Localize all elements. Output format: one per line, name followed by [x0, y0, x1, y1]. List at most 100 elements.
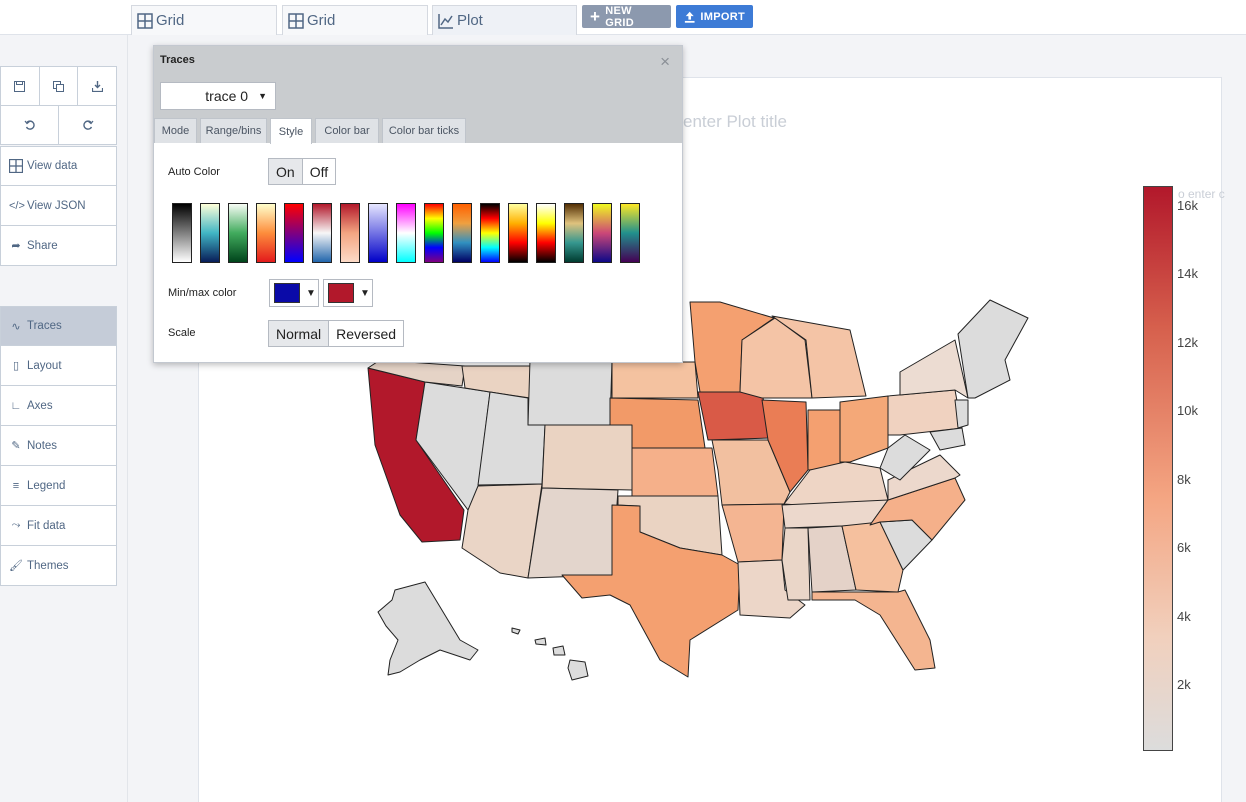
colorbar-tick: 4k — [1177, 609, 1191, 624]
auto-color-toggle: On Off — [268, 158, 337, 185]
tab-label: Color bar ticks — [388, 125, 460, 137]
redo-icon[interactable] — [59, 106, 116, 144]
state-indiana — [807, 409, 841, 471]
tab-label: Style — [278, 125, 304, 138]
sidebar-item-share[interactable]: ➦ Share — [0, 226, 117, 266]
colorscale-swatch[interactable] — [256, 203, 276, 263]
scale-reversed-button[interactable]: Reversed — [336, 325, 397, 342]
save-icon[interactable] — [1, 67, 40, 105]
state-mississippi — [781, 527, 811, 601]
state-new-england — [957, 299, 1029, 399]
sidebar-item-legend[interactable]: ≡ Legend — [0, 466, 117, 506]
sidebar-item-fit-data[interactable]: ⤳ Fit data — [0, 506, 117, 546]
pencil-icon: ✎ — [11, 440, 21, 452]
state-west-virginia — [879, 434, 931, 481]
auto-color-off-button[interactable]: Off — [309, 163, 329, 180]
state-new-jersey — [954, 399, 969, 429]
colorscale-swatch[interactable] — [620, 203, 640, 263]
minmax-color-label: Min/max color — [168, 287, 237, 299]
sidebar-item-view-data[interactable]: View data — [0, 146, 117, 186]
colorbar-tick: 6k — [1177, 540, 1191, 555]
legend-icon: ≡ — [12, 479, 20, 492]
colorscale-swatch[interactable] — [564, 203, 584, 263]
copy-icon[interactable] — [40, 67, 79, 105]
state-hawaii — [511, 627, 589, 681]
caret-down-icon: ▼ — [360, 287, 370, 299]
new-grid-button[interactable]: + NEW GRID — [582, 5, 671, 29]
tab-label: Range/bins — [205, 125, 262, 137]
sidebar: View data </> View JSON ➦ Share ∿ Traces… — [0, 35, 128, 802]
tab-label: Grid — [156, 12, 185, 29]
colorscale-swatch[interactable] — [396, 203, 416, 263]
sidebar-item-label: Axes — [27, 399, 53, 412]
close-icon[interactable]: × — [660, 52, 670, 71]
colorscale-swatch[interactable] — [228, 203, 248, 263]
colorbar-tick: 16k — [1177, 198, 1198, 213]
scale-toggle: Normal Reversed — [268, 320, 405, 347]
undo-icon[interactable] — [1, 106, 59, 144]
sidebar-item-notes[interactable]: ✎ Notes — [0, 426, 117, 466]
tab-grid-2[interactable]: Grid — [282, 5, 428, 35]
colorscale-swatch[interactable] — [340, 203, 360, 263]
tab-range-bins[interactable]: Range/bins — [200, 118, 267, 143]
sidebar-item-axes[interactable]: ∟ Axes — [0, 386, 117, 426]
colorscale-swatch[interactable] — [536, 203, 556, 263]
sidebar-item-layout[interactable]: ▯ Layout — [0, 346, 117, 386]
choropleth-map[interactable] — [355, 290, 1045, 690]
colorscale-swatch[interactable] — [424, 203, 444, 263]
colorbar-tick: 14k — [1177, 266, 1198, 281]
line-chart-icon — [438, 13, 453, 29]
colorbar-title-placeholder[interactable]: o enter c — [1178, 187, 1225, 201]
colorscale-swatch[interactable] — [480, 203, 500, 263]
history-actions-row — [0, 105, 117, 145]
sidebar-item-view-json[interactable]: </> View JSON — [0, 186, 117, 226]
tab-label: Mode — [161, 125, 190, 137]
tab-color-bar-ticks[interactable]: Color bar ticks — [382, 118, 466, 143]
state-oregon-idaho — [367, 359, 466, 387]
auto-color-on-button[interactable]: On — [269, 159, 303, 184]
colorscale-swatch[interactable] — [592, 203, 612, 263]
max-color-picker[interactable]: ▼ — [323, 279, 373, 307]
download-icon[interactable] — [78, 67, 116, 105]
sidebar-item-themes[interactable]: 🖌 Themes — [0, 546, 117, 586]
colorscale-swatch[interactable] — [172, 203, 192, 263]
plus-icon: + — [590, 7, 601, 26]
state-alaska — [377, 581, 479, 676]
colorscale-swatch[interactable] — [200, 203, 220, 263]
state-dakotas — [611, 361, 699, 399]
grid-icon — [137, 12, 153, 29]
state-new-mexico — [527, 487, 619, 579]
tab-color-bar[interactable]: Color bar — [315, 118, 379, 143]
sidebar-item-label: Layout — [27, 359, 62, 372]
colorscale-swatch[interactable] — [312, 203, 332, 263]
colorscale-swatch[interactable] — [452, 203, 472, 263]
top-tab-bar: Grid Grid Plot + NEW GRID IMPORT — [0, 0, 1246, 35]
state-virginia — [887, 454, 961, 501]
tab-mode[interactable]: Mode — [154, 118, 197, 143]
code-icon: </> — [9, 199, 25, 212]
colorscale-swatch[interactable] — [368, 203, 388, 263]
colorscale-swatch[interactable] — [508, 203, 528, 263]
sidebar-item-label: Fit data — [27, 519, 66, 532]
tab-grid-1[interactable]: Grid — [131, 5, 277, 35]
trace-select-value: trace 0 — [205, 88, 249, 104]
sidebar-item-traces[interactable]: ∿ Traces — [0, 306, 117, 346]
tab-plot[interactable]: Plot — [432, 5, 577, 35]
sidebar-item-label: Themes — [27, 559, 69, 572]
colorscale-swatch[interactable] — [284, 203, 304, 263]
sidebar-item-label: View data — [27, 160, 78, 172]
min-color-picker[interactable]: ▼ — [269, 279, 319, 307]
state-colorado — [541, 424, 633, 491]
import-label: IMPORT — [700, 10, 745, 23]
fit-icon: ⤳ — [11, 519, 21, 531]
tab-style[interactable]: Style — [270, 118, 312, 144]
trace-select[interactable]: trace 0 ▼ — [160, 82, 276, 110]
plot-title-placeholder[interactable]: enter Plot title — [683, 112, 787, 131]
import-button[interactable]: IMPORT — [676, 5, 753, 28]
state-florida — [811, 589, 936, 671]
min-color-swatch — [274, 283, 300, 303]
scale-normal-button[interactable]: Normal — [269, 321, 330, 346]
colorbar-tick: 8k — [1177, 472, 1191, 487]
panel-title: Traces — [160, 54, 195, 66]
state-ohio — [839, 395, 889, 463]
